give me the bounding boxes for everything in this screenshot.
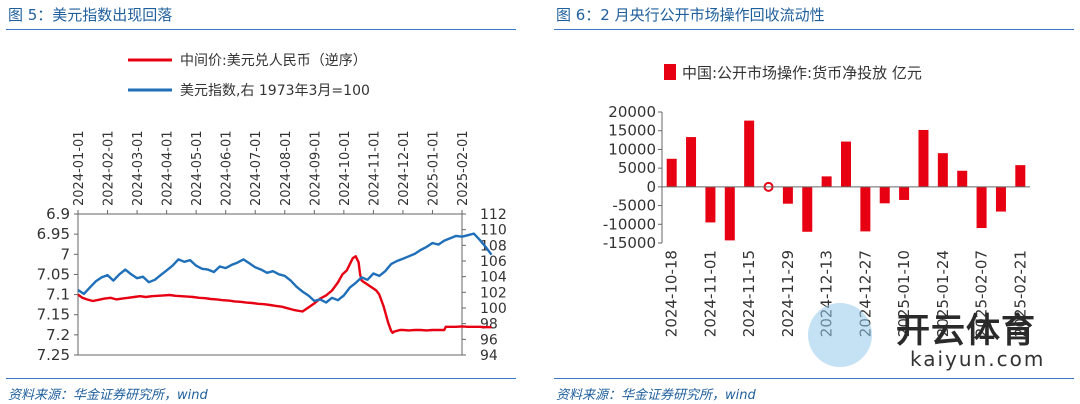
cny-midrate-line [77, 255, 492, 334]
right-y-tick-label: 94 [480, 348, 498, 364]
left-source-rule [6, 378, 516, 379]
left-source-note: 资料来源：华金证券研究所，wind [8, 388, 208, 403]
net-injection-bar [802, 186, 813, 232]
left-y-tick-label: 6.9 [46, 205, 70, 223]
left-x-tick-label: 2024-02-01 [102, 130, 117, 206]
left-title-rule [6, 29, 516, 30]
left-x-tick-label: 2024-04-01 [161, 130, 176, 206]
left-y-tick-label: 6.95 [37, 225, 70, 243]
bar-x-tick-label: 2025-01-10 [895, 250, 913, 337]
left-x-tick-label: 2024-08-01 [279, 130, 294, 206]
bar-y-tick-label: 15000 [608, 122, 656, 140]
right-y-tick-label: 104 [480, 270, 507, 286]
left-x-tick-label: 2024-11-01 [367, 130, 382, 206]
net-injection-bar [705, 186, 716, 223]
bar-legend-label: 中国:公开市场操作:货币净投放 亿元 [682, 64, 922, 82]
bar-x-tick-label: 2024-11-29 [779, 250, 797, 337]
bar-y-tick-label: -15000 [603, 234, 656, 252]
left-y-tick-label: 7.2 [46, 326, 70, 344]
net-injection-bar [666, 158, 677, 187]
left-y-tick-label: 7.05 [37, 265, 70, 283]
left-x-tick-label: 2024-10-01 [338, 130, 353, 206]
bar-x-tick-label: 2025-01-24 [934, 250, 952, 337]
left-y-tick-label: 7.15 [37, 306, 70, 324]
right-source-rule [554, 378, 1074, 379]
right-y-tick-label: 100 [480, 301, 507, 317]
net-injection-bar [918, 129, 929, 187]
bar-y-tick-label: 10000 [608, 140, 656, 158]
right-panel-title: 图 6：2 月央行公开市场操作回收流动性 [556, 6, 825, 24]
watermark: 开云体育 kaiyun.com [800, 295, 1070, 377]
right-y-tick-label: 98 [480, 317, 498, 333]
bar-y-tick-label: -10000 [603, 215, 656, 233]
bar-y-tick-label: 0 [646, 178, 656, 196]
right-source-note: 资料来源：华金证券研究所，wind [556, 388, 756, 403]
net-injection-bar [957, 170, 968, 187]
bar-x-tick-label: 2025-02-07 [973, 250, 991, 337]
left-x-tick-label: 2024-12-01 [397, 130, 412, 206]
net-injection-bar [821, 176, 832, 187]
net-injection-bar [976, 186, 987, 229]
net-injection-bar [686, 137, 697, 187]
left-x-tick-label: 2024-05-01 [190, 130, 205, 206]
net-injection-bar [899, 186, 910, 200]
net-injection-bar [937, 153, 948, 187]
dollar-index-line [77, 232, 493, 304]
left-plot-frame [77, 213, 463, 356]
left-panel-title: 图 5：美元指数出现回落 [8, 6, 173, 24]
legend-label-dxy: 美元指数,右 1973年3月=100 [180, 83, 370, 99]
net-injection-bar [860, 186, 871, 232]
right-y-tick-label: 106 [480, 254, 507, 270]
right-title-rule [554, 29, 1074, 30]
right-y-tick-label: 108 [480, 238, 507, 254]
watermark-site: kaiyun.com [910, 347, 1046, 371]
right-y-tick-label: 110 [480, 223, 507, 239]
net-injection-bar [879, 186, 890, 204]
net-injection-bar [841, 141, 851, 187]
bar-x-tick-label: 2024-11-01 [701, 250, 719, 337]
net-injection-bar [744, 120, 755, 187]
bar-x-tick-label: 2025-02-21 [1011, 250, 1029, 337]
left-x-tick-label: 2025-02-01 [456, 130, 471, 206]
bar-y-tick-label: 5000 [618, 159, 656, 177]
left-y-tick-label: 7 [60, 245, 70, 263]
left-x-tick-label: 2024-03-01 [131, 130, 146, 206]
net-injection-bar [1015, 165, 1026, 187]
bar-legend-swatch [664, 64, 676, 80]
legend-label-cny: 中间价:美元兑人民币（逆序） [180, 53, 367, 69]
right-y-tick-label: 112 [480, 207, 507, 223]
right-y-tick-label: 96 [480, 332, 498, 348]
left-x-tick-label: 2024-01-01 [72, 130, 87, 206]
left-y-tick-label: 7.25 [37, 346, 70, 364]
bar-y-tick-label: 20000 [608, 103, 656, 121]
bar-x-tick-label: 2024-11-15 [740, 250, 758, 337]
net-injection-bar [995, 186, 1006, 212]
bar-y-tick-label: -5000 [612, 197, 656, 215]
bar-x-tick-label: 2024-10-18 [663, 250, 681, 337]
left-x-tick-label: 2025-01-01 [426, 130, 441, 206]
watermark-brand: 开云体育 [896, 311, 1036, 351]
net-injection-bar [724, 186, 735, 241]
watermark-logo-icon [808, 303, 872, 367]
right-y-tick-label: 102 [480, 285, 507, 301]
left-x-tick-label: 2024-07-01 [249, 130, 264, 206]
left-y-tick-label: 7.1 [46, 286, 70, 304]
left-x-tick-label: 2024-09-01 [308, 130, 323, 206]
net-injection-bar [782, 186, 793, 204]
left-x-tick-label: 2024-06-01 [220, 130, 235, 206]
